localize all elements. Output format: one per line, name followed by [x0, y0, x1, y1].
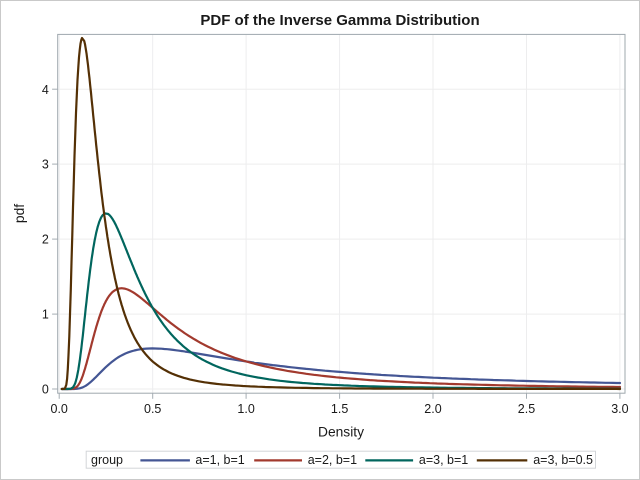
svg-text:1.0: 1.0: [237, 402, 254, 416]
svg-text:Density: Density: [318, 424, 364, 439]
svg-text:PDF of the Inverse Gamma Distr: PDF of the Inverse Gamma Distribution: [200, 12, 479, 29]
svg-text:2.0: 2.0: [424, 402, 441, 416]
svg-text:a=1, b=1: a=1, b=1: [195, 453, 244, 467]
svg-text:group: group: [91, 453, 123, 467]
svg-text:a=2, b=1: a=2, b=1: [308, 453, 357, 467]
svg-text:0: 0: [42, 383, 49, 397]
svg-text:3.0: 3.0: [611, 402, 628, 416]
svg-text:1: 1: [42, 308, 49, 322]
svg-text:3: 3: [42, 158, 49, 172]
svg-text:0.5: 0.5: [144, 402, 161, 416]
svg-text:2.5: 2.5: [518, 402, 535, 416]
svg-text:4: 4: [42, 83, 49, 97]
svg-text:a=3, b=1: a=3, b=1: [419, 453, 468, 467]
svg-text:2: 2: [42, 233, 49, 247]
svg-text:a=3, b=0.5: a=3, b=0.5: [533, 453, 593, 467]
svg-text:0.0: 0.0: [51, 402, 68, 416]
svg-text:pdf: pdf: [12, 204, 27, 223]
svg-text:1.5: 1.5: [331, 402, 348, 416]
